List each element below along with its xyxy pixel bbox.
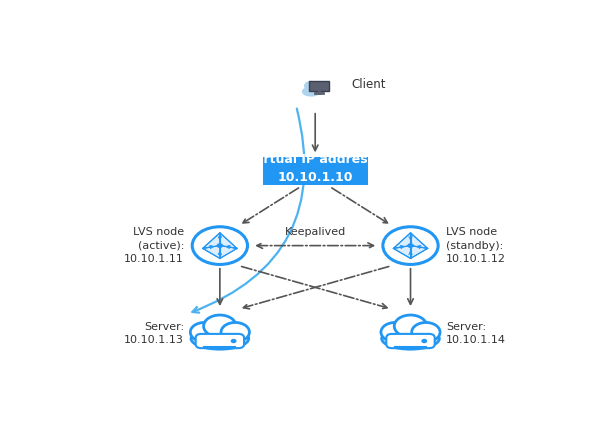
Text: Virtual IP address:
10.10.1.10: Virtual IP address: 10.10.1.10 <box>250 154 380 184</box>
FancyBboxPatch shape <box>263 157 368 185</box>
Circle shape <box>190 322 219 342</box>
FancyArrowPatch shape <box>192 108 304 313</box>
FancyBboxPatch shape <box>386 334 435 348</box>
Text: Server:
10.10.1.14: Server: 10.10.1.14 <box>446 322 506 345</box>
Circle shape <box>304 81 317 90</box>
Circle shape <box>381 322 410 342</box>
Circle shape <box>217 244 223 247</box>
Ellipse shape <box>303 87 320 96</box>
Text: Server:
10.10.1.13: Server: 10.10.1.13 <box>124 322 184 345</box>
Circle shape <box>383 227 438 265</box>
Polygon shape <box>220 233 237 249</box>
FancyBboxPatch shape <box>196 334 244 348</box>
Polygon shape <box>203 233 220 249</box>
Polygon shape <box>394 246 411 258</box>
Text: Keepalived: Keepalived <box>285 227 346 236</box>
Circle shape <box>204 315 236 337</box>
Ellipse shape <box>382 328 439 349</box>
Circle shape <box>422 340 426 343</box>
Polygon shape <box>203 246 220 258</box>
Circle shape <box>192 227 247 265</box>
Circle shape <box>221 322 250 342</box>
Text: LVS node
(active):
10.10.1.11: LVS node (active): 10.10.1.11 <box>124 227 184 264</box>
Polygon shape <box>220 246 237 258</box>
Circle shape <box>231 340 236 343</box>
Ellipse shape <box>191 328 248 349</box>
Polygon shape <box>411 246 427 258</box>
Circle shape <box>408 244 413 247</box>
Circle shape <box>411 322 440 342</box>
Text: Client: Client <box>351 78 386 91</box>
Polygon shape <box>394 233 411 249</box>
Polygon shape <box>411 233 427 249</box>
Text: LVS node
(standby):
10.10.1.12: LVS node (standby): 10.10.1.12 <box>446 227 506 264</box>
FancyBboxPatch shape <box>309 81 330 91</box>
Circle shape <box>394 315 427 337</box>
